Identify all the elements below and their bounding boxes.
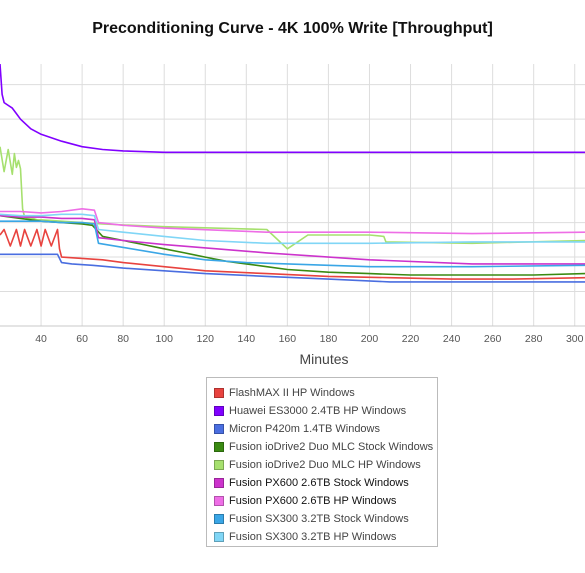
legend-item-2[interactable]: Micron P420m 1.4TB Windows — [214, 420, 437, 438]
series-line-4 — [0, 146, 585, 250]
series-line-7 — [0, 220, 585, 268]
x-tick-label-4: 120 — [196, 333, 214, 345]
legend-label-3: Fusion ioDrive2 Duo MLC Stock Windows — [229, 441, 434, 453]
series-line-1 — [0, 63, 585, 154]
series-line-2 — [0, 253, 585, 283]
legend-item-8[interactable]: Fusion SX300 3.2TB HP Windows — [214, 528, 437, 546]
x-tick-label-11: 260 — [484, 333, 502, 345]
legend-swatch-7 — [214, 514, 224, 524]
legend: FlashMAX II HP Windows Huawei ES3000 2.4T… — [206, 377, 438, 547]
x-tick-label-12: 280 — [525, 333, 543, 345]
x-tick-label-8: 200 — [361, 333, 379, 345]
legend-item-5[interactable]: Fusion PX600 2.6TB Stock Windows — [214, 474, 437, 492]
legend-swatch-4 — [214, 460, 224, 470]
legend-item-4[interactable]: Fusion ioDrive2 Duo MLC HP Windows — [214, 456, 437, 474]
legend-label-7: Fusion SX300 3.2TB Stock Windows — [229, 513, 409, 525]
legend-item-7[interactable]: Fusion SX300 3.2TB Stock Windows — [214, 510, 437, 528]
x-tick-label-13: 300 — [566, 333, 584, 345]
legend-swatch-8 — [214, 532, 224, 542]
legend-swatch-5 — [214, 478, 224, 488]
legend-swatch-2 — [214, 424, 224, 434]
legend-item-3[interactable]: Fusion ioDrive2 Duo MLC Stock Windows — [214, 438, 437, 456]
legend-label-6: Fusion PX600 2.6TB HP Windows — [229, 495, 397, 507]
series-line-6 — [0, 208, 585, 235]
series-line-0 — [0, 228, 585, 280]
x-tick-label-1: 60 — [76, 333, 88, 345]
x-tick-label-2: 80 — [117, 333, 129, 345]
legend-label-2: Micron P420m 1.4TB Windows — [229, 423, 380, 435]
legend-label-0: FlashMAX II HP Windows — [229, 387, 355, 399]
legend-swatch-3 — [214, 442, 224, 452]
x-tick-label-5: 140 — [238, 333, 256, 345]
legend-swatch-1 — [214, 406, 224, 416]
legend-swatch-6 — [214, 496, 224, 506]
legend-label-8: Fusion SX300 3.2TB HP Windows — [229, 531, 397, 543]
x-tick-label-6: 160 — [279, 333, 297, 345]
x-tick-label-9: 220 — [402, 333, 420, 345]
x-tick-label-7: 180 — [320, 333, 338, 345]
legend-item-0[interactable]: FlashMAX II HP Windows — [214, 384, 437, 402]
x-tick-label-0: 40 — [35, 333, 47, 345]
x-tick-label-3: 100 — [155, 333, 173, 345]
x-axis-title: Minutes — [299, 351, 348, 367]
x-tick-label-10: 240 — [443, 333, 461, 345]
legend-swatch-0 — [214, 388, 224, 398]
series-line-5 — [0, 214, 585, 265]
legend-label-1: Huawei ES3000 2.4TB HP Windows — [229, 405, 407, 417]
legend-item-6[interactable]: Fusion PX600 2.6TB HP Windows — [214, 492, 437, 510]
chart-title: Preconditioning Curve - 4K 100% Write [T… — [92, 20, 493, 37]
series-line-8 — [0, 213, 585, 245]
legend-item-1[interactable]: Huawei ES3000 2.4TB HP Windows — [214, 402, 437, 420]
legend-label-5: Fusion PX600 2.6TB Stock Windows — [229, 477, 409, 489]
legend-label-4: Fusion ioDrive2 Duo MLC HP Windows — [229, 459, 421, 471]
